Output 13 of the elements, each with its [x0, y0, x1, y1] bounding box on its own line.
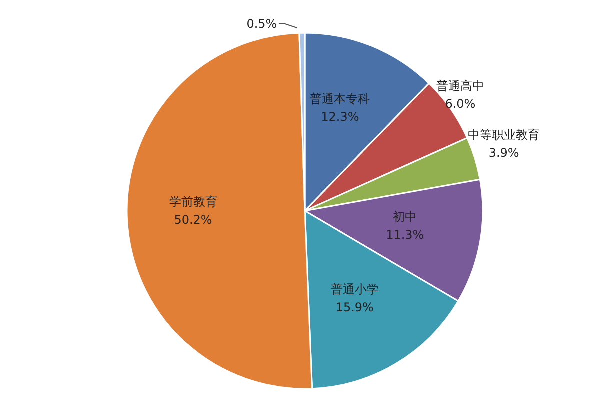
data-label: 0.5%: [246, 17, 278, 32]
slice-label: 学前教育: [169, 194, 218, 209]
slice-label: 普通高中: [436, 78, 484, 93]
slice-label: 中等职业教育: [468, 128, 540, 142]
data-label: 6.0%: [445, 96, 476, 111]
data-label: 12.3%: [321, 110, 360, 124]
data-label: 3.9%: [488, 146, 520, 160]
data-label: 15.9%: [336, 300, 374, 315]
data-label: 11.3%: [386, 228, 424, 242]
data-label: 50.2%: [174, 212, 212, 227]
slice-label: 初中: [393, 210, 418, 224]
slice-label: 普通本专科: [310, 92, 370, 106]
slice-label: 普通小学: [330, 282, 379, 297]
